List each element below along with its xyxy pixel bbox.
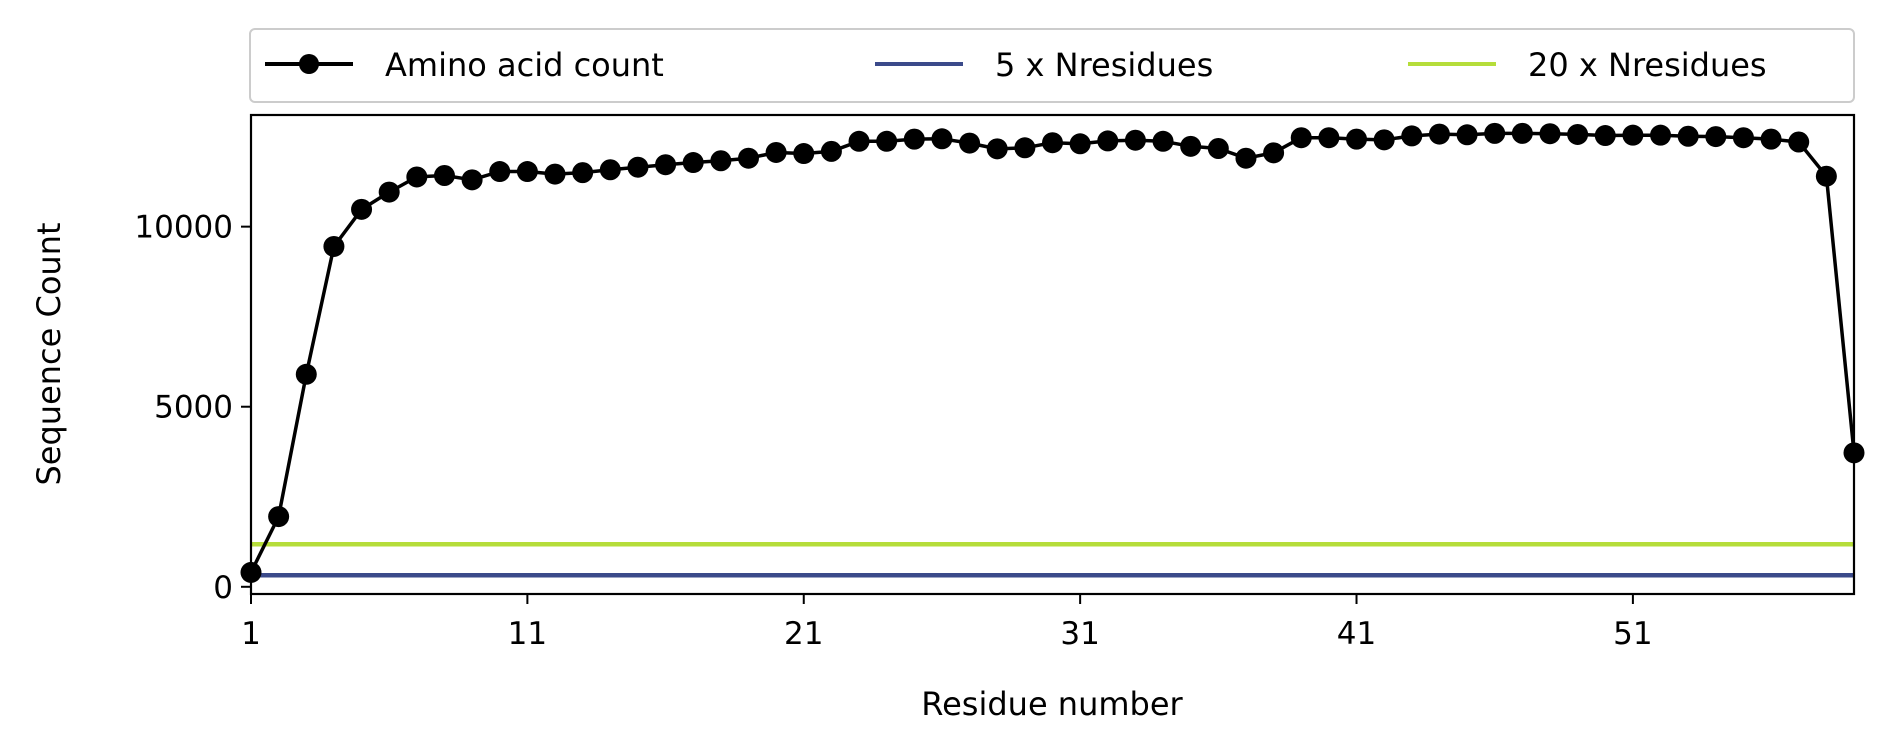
x-tick-label: 1 <box>241 616 261 652</box>
data-point <box>848 130 870 152</box>
data-point <box>572 162 594 184</box>
x-tick-label: 51 <box>1613 616 1652 652</box>
data-point <box>268 506 290 528</box>
legend: Amino acid count 5 x Nresidues 20 x Nres… <box>249 28 1855 103</box>
data-point <box>1456 124 1478 146</box>
y-tick-label: 0 <box>213 570 233 606</box>
data-point <box>876 130 898 152</box>
data-point <box>655 154 677 176</box>
data-point <box>1650 124 1672 146</box>
data-point <box>903 128 925 150</box>
data-point <box>1014 137 1036 159</box>
legend-marker-amino-acid-count <box>299 54 319 74</box>
data-point <box>1373 129 1395 151</box>
data-point <box>461 169 483 191</box>
data-point <box>516 161 538 183</box>
x-axis-ticks: 1 11 21 31 41 51 <box>241 594 1653 652</box>
data-point <box>1346 128 1368 150</box>
plot-area-frame <box>249 113 1856 596</box>
y-axis-label: Sequence Count <box>30 222 68 485</box>
data-point <box>1705 126 1727 148</box>
series-amino-acid-count <box>249 131 1856 574</box>
legend-frame <box>249 28 1855 103</box>
legend-label-amino-acid-count: Amino acid count <box>385 46 664 84</box>
data-point <box>1760 128 1782 150</box>
x-tick-label: 31 <box>1060 616 1099 652</box>
data-point <box>1263 142 1285 164</box>
data-point <box>489 161 511 183</box>
data-point <box>820 140 842 162</box>
data-point <box>1677 125 1699 147</box>
data-point <box>599 159 621 181</box>
data-point <box>1511 122 1533 144</box>
data-point <box>378 181 400 203</box>
data-point <box>1152 130 1174 152</box>
data-point <box>765 141 787 163</box>
data-point <box>1097 130 1119 152</box>
data-point <box>544 163 566 185</box>
data-point <box>1539 123 1561 145</box>
data-point <box>986 138 1008 160</box>
data-point <box>1815 165 1837 187</box>
data-point <box>1428 123 1450 145</box>
data-point <box>323 235 345 257</box>
y-tick-label: 5000 <box>154 390 233 426</box>
y-tick-label: 10000 <box>134 210 233 246</box>
x-axis-label: Residue number <box>921 685 1183 723</box>
x-tick-label: 41 <box>1337 616 1376 652</box>
y-axis-ticks: 0 5000 10000 <box>134 210 251 606</box>
data-point <box>295 363 317 385</box>
x-tick-label: 11 <box>508 616 547 652</box>
data-point <box>1318 127 1340 149</box>
legend-entry-20x-nresidues: 20 x Nresidues <box>1408 46 1767 84</box>
data-point <box>959 132 981 154</box>
legend-label-20x-nresidues: 20 x Nresidues <box>1528 46 1767 84</box>
data-point <box>1622 124 1644 146</box>
line-amino-acid-count <box>249 131 1856 574</box>
data-point <box>710 150 732 172</box>
data-point <box>1290 127 1312 149</box>
data-point <box>1124 129 1146 151</box>
data-point <box>793 143 815 165</box>
data-point <box>1594 125 1616 147</box>
data-point <box>1180 135 1202 157</box>
data-point <box>351 198 373 220</box>
data-point <box>1235 147 1257 169</box>
data-point <box>627 156 649 178</box>
data-point <box>737 147 759 169</box>
data-point <box>433 165 455 187</box>
legend-entry-amino-acid-count: Amino acid count <box>265 46 664 84</box>
legend-label-5x-nresidues: 5 x Nresidues <box>995 46 1213 84</box>
data-point <box>682 152 704 174</box>
data-points <box>240 122 1865 583</box>
x-tick-label: 21 <box>784 616 823 652</box>
data-point <box>1732 127 1754 149</box>
data-point <box>1788 131 1810 153</box>
data-point <box>406 166 428 188</box>
reference-lines <box>251 542 1854 578</box>
data-point <box>1567 123 1589 145</box>
data-point <box>1484 122 1506 144</box>
data-point <box>1207 137 1229 159</box>
data-point <box>1401 125 1423 147</box>
legend-entry-5x-nresidues: 5 x Nresidues <box>875 46 1213 84</box>
data-point <box>931 128 953 150</box>
data-point <box>1069 133 1091 155</box>
data-point <box>1042 132 1063 154</box>
